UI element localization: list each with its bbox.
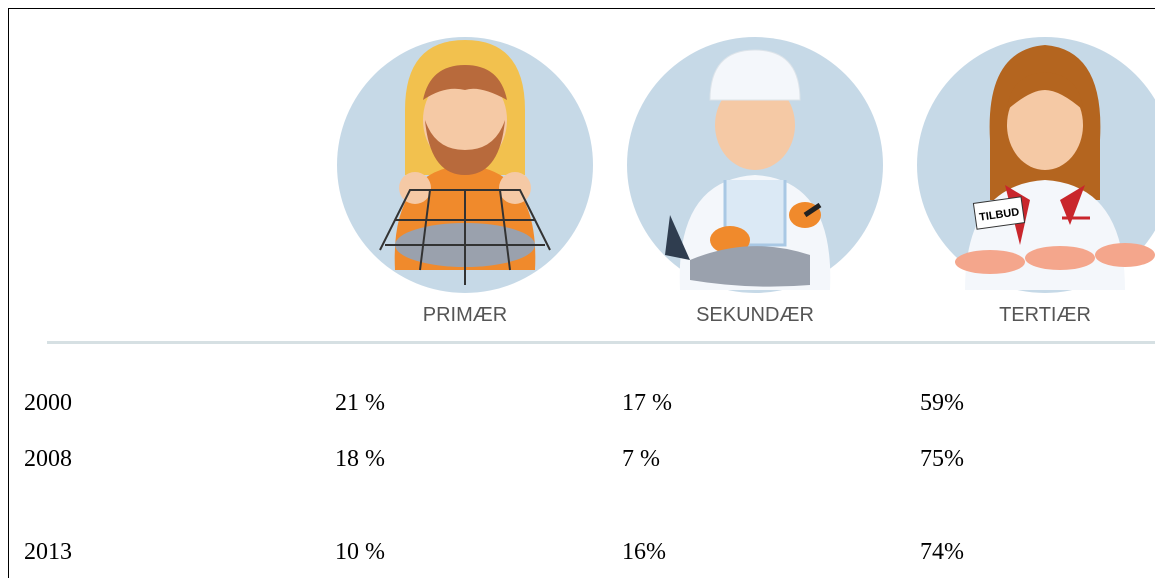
cell-value: 17 % <box>622 390 672 416</box>
secondary-illustration <box>627 37 883 293</box>
primary-illustration <box>337 37 593 293</box>
divider <box>47 341 1155 344</box>
column-header: TERTIÆR <box>999 304 1091 326</box>
tertiary-illustration: TILBUD <box>917 37 1155 293</box>
cell-value: 75% <box>920 446 964 472</box>
cell-value: 10 % <box>335 539 385 565</box>
frame <box>8 8 1155 9</box>
cell-value: 7 % <box>622 446 660 472</box>
column-header: PRIMÆR <box>422 304 508 326</box>
row-year: 2008 <box>24 446 72 472</box>
cell-value: 16% <box>622 539 666 565</box>
cell-value: 59% <box>920 390 964 416</box>
illustrations: TILBUD <box>337 37 1155 293</box>
svg-text:TILBUD: TILBUD <box>978 206 1020 224</box>
column-header: SEKUNDÆR <box>696 304 814 326</box>
frame <box>8 8 9 578</box>
cell-value: 74% <box>920 539 964 565</box>
cell-value: 21 % <box>335 390 385 416</box>
row-year: 2000 <box>24 390 72 416</box>
cell-value: 18 % <box>335 446 385 472</box>
row-year: 2013 <box>24 539 72 565</box>
